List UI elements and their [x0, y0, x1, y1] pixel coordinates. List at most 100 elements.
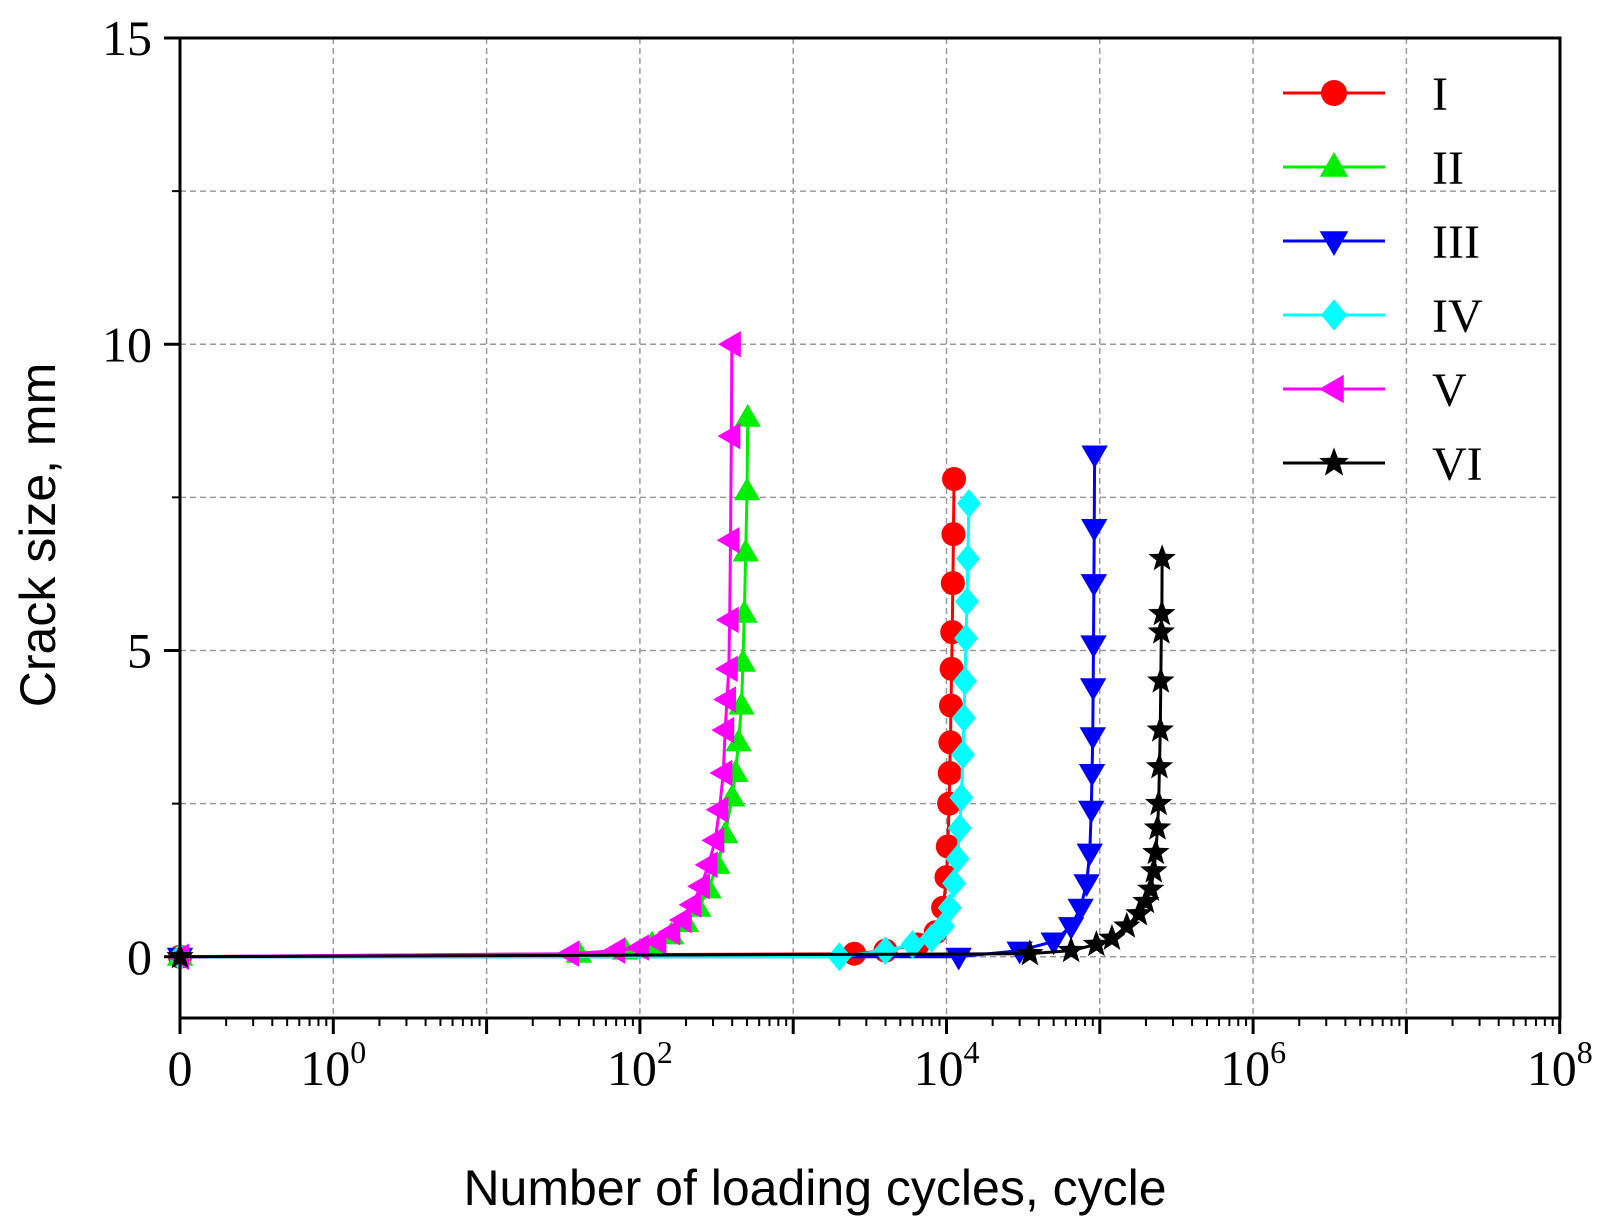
- marker-diamond: [947, 813, 972, 843]
- marker-star: [1016, 939, 1044, 966]
- series-III: [166, 445, 1108, 971]
- y-tick-label: 10: [102, 316, 152, 372]
- marker-triangle-up: [725, 728, 752, 752]
- marker-triangle-down: [1057, 917, 1085, 940]
- marker-star: [1082, 930, 1111, 957]
- x-tick-label: 100: [300, 1034, 366, 1096]
- marker-triangle-left: [556, 940, 580, 967]
- marker-diamond: [952, 666, 977, 696]
- x-tick-label: 106: [1220, 1034, 1286, 1096]
- marker-triangle-down: [1067, 898, 1094, 922]
- marker-triangle-left: [714, 655, 738, 683]
- marker-star: [1145, 752, 1174, 779]
- marker-star: [1140, 856, 1168, 883]
- marker-triangle-up: [734, 403, 761, 427]
- marker-star: [1144, 789, 1173, 816]
- marker-triangle-down: [1080, 574, 1108, 597]
- marker-diamond: [954, 587, 979, 616]
- marker-triangle-down: [1078, 764, 1106, 787]
- marker-diamond: [945, 844, 970, 874]
- x-tick-label: 104: [914, 1034, 980, 1096]
- marker-diamond: [951, 703, 976, 733]
- y-axis-title: Crack size, mm: [10, 363, 66, 707]
- marker-triangle-down: [1079, 678, 1107, 702]
- marker-diamond: [873, 936, 898, 966]
- legend-label: VI: [1432, 438, 1483, 491]
- legend-label: II: [1432, 142, 1464, 195]
- marker-triangle-left: [668, 906, 692, 934]
- marker-diamond: [900, 930, 925, 959]
- marker-triangle-left: [678, 891, 702, 918]
- x-tick-label: 108: [1527, 1034, 1593, 1096]
- marker-triangle-left: [687, 873, 710, 900]
- plot-background: [180, 38, 1560, 1018]
- marker-triangle-up: [1319, 152, 1349, 177]
- marker-star: [1142, 838, 1170, 865]
- marker-circle: [942, 467, 967, 491]
- marker-triangle-left: [718, 331, 741, 358]
- y-tick-label: 5: [127, 623, 152, 679]
- marker-star: [1125, 899, 1153, 926]
- marker-circle: [937, 761, 962, 785]
- marker-triangle-left: [713, 686, 737, 713]
- marker-triangle-left: [705, 796, 729, 823]
- marker-star: [1132, 887, 1160, 914]
- marker-circle: [940, 571, 965, 596]
- plot-frame: [178, 36, 1562, 1020]
- marker-triangle-down: [1080, 635, 1107, 659]
- legend-label: III: [1432, 216, 1480, 269]
- marker-diamond: [1321, 299, 1347, 331]
- marker-circle: [939, 693, 964, 718]
- marker-diamond: [942, 868, 967, 898]
- marker-triangle-left: [701, 827, 725, 854]
- marker-diamond: [955, 544, 980, 574]
- x-tick-label: 102: [607, 1034, 673, 1096]
- marker-diamond: [949, 783, 974, 812]
- marker-triangle-left: [657, 919, 681, 946]
- marker-triangle-left: [716, 527, 740, 554]
- marker-diamond: [937, 893, 962, 923]
- marker-star: [1146, 715, 1174, 742]
- marker-triangle-left: [694, 851, 718, 879]
- marker-triangle-down: [1081, 445, 1108, 469]
- marker-triangle-down: [1073, 874, 1100, 898]
- marker-triangle-left: [715, 606, 739, 634]
- marker-star: [1113, 911, 1141, 938]
- marker-star: [1148, 544, 1176, 571]
- marker-triangle-down: [1078, 800, 1105, 824]
- marker-triangle-left: [709, 759, 733, 787]
- marker-triangle-down: [1079, 727, 1106, 751]
- marker-star: [1319, 447, 1349, 476]
- x-axis-title: Number of loading cycles, cycle: [463, 1160, 1166, 1216]
- legend-label: V: [1432, 364, 1467, 417]
- marker-triangle-left: [711, 716, 735, 744]
- marker-star: [1147, 617, 1176, 644]
- marker-triangle-left: [717, 422, 741, 450]
- marker-circle: [941, 522, 966, 547]
- marker-star: [1143, 813, 1172, 840]
- y-tick-label: 0: [127, 929, 152, 985]
- marker-triangle-up: [733, 477, 761, 501]
- marker-triangle-left: [1319, 374, 1344, 404]
- marker-circle: [939, 656, 964, 681]
- marker-star: [1137, 874, 1165, 902]
- marker-triangle-left: [602, 937, 626, 964]
- marker-diamond: [956, 489, 981, 518]
- legend-label: I: [1432, 68, 1448, 121]
- marker-triangle-down: [1040, 932, 1067, 956]
- marker-star: [1148, 599, 1176, 626]
- marker-triangle-left: [643, 928, 667, 955]
- marker-triangle-down: [1081, 519, 1108, 542]
- marker-star: [1098, 923, 1126, 951]
- axes: 0 100 102 104 106 108 0 5 10 15: [102, 10, 1593, 1096]
- marker-star: [1057, 936, 1085, 963]
- series-IV: [168, 489, 981, 972]
- x-tick-label: 0: [168, 1040, 193, 1096]
- marker-circle: [1321, 80, 1347, 106]
- marker-star: [1147, 666, 1175, 693]
- marker-diamond: [953, 623, 978, 653]
- series-V: [166, 331, 741, 970]
- legend-label: IV: [1432, 290, 1483, 343]
